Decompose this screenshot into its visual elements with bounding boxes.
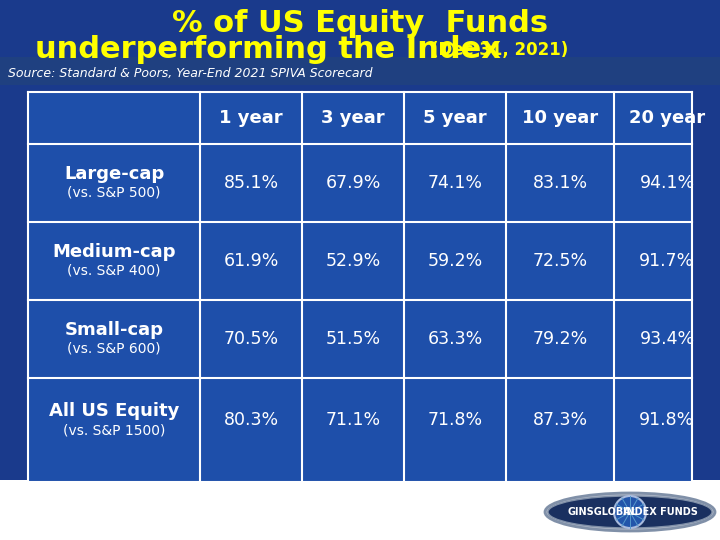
Text: 80.3%: 80.3% [223,411,279,429]
Text: 61.9%: 61.9% [223,252,279,270]
Text: All US Equity: All US Equity [49,402,179,420]
Bar [28,92,692,482]
Text: % of US Equity  Funds: % of US Equity Funds [172,10,548,38]
Text: Source: Standard & Poors, Year-End 2021 SPIVA Scorecard: Source: Standard & Poors, Year-End 2021 … [8,68,372,80]
Bar [0,57,720,85]
Text: Medium-cap: Medium-cap [53,243,176,261]
Text: underperforming the Index: underperforming the Index [35,36,501,64]
Text: Large-cap: Large-cap [64,165,164,183]
Text: GINSGLOBAL: GINSGLOBAL [567,507,637,517]
Bar [0,55,720,85]
Text: 59.2%: 59.2% [428,252,482,270]
Text: 93.4%: 93.4% [639,330,695,348]
Text: 91.8%: 91.8% [639,411,695,429]
Text: (Dec 31, 2021): (Dec 31, 2021) [431,41,569,59]
Text: 74.1%: 74.1% [428,174,482,192]
Text: 51.5%: 51.5% [325,330,381,348]
Text: 85.1%: 85.1% [223,174,279,192]
Circle shape [614,496,646,528]
Text: (vs. S&P 600): (vs. S&P 600) [67,342,161,356]
Text: Small-cap: Small-cap [65,321,163,339]
Text: 3 year: 3 year [321,109,384,127]
Text: INDEX FUNDS: INDEX FUNDS [623,507,698,517]
Text: (vs. S&P 500): (vs. S&P 500) [67,186,161,200]
Text: 91.7%: 91.7% [639,252,695,270]
Text: 83.1%: 83.1% [532,174,588,192]
Ellipse shape [545,493,715,531]
Ellipse shape [548,496,712,528]
Text: (vs. S&P 400): (vs. S&P 400) [67,264,161,278]
Text: 87.3%: 87.3% [532,411,588,429]
Text: 94.1%: 94.1% [639,174,695,192]
Text: 20 year: 20 year [629,109,705,127]
Text: 71.1%: 71.1% [325,411,381,429]
Text: 71.8%: 71.8% [428,411,482,429]
Text: 10 year: 10 year [522,109,598,127]
Text: 67.9%: 67.9% [325,174,381,192]
Text: 5 year: 5 year [423,109,487,127]
Text: 70.5%: 70.5% [223,330,279,348]
Text: 52.9%: 52.9% [325,252,381,270]
Text: 72.5%: 72.5% [532,252,588,270]
Text: (vs. S&P 1500): (vs. S&P 1500) [63,423,165,437]
Text: 79.2%: 79.2% [532,330,588,348]
Text: 63.3%: 63.3% [428,330,482,348]
Text: 1 year: 1 year [219,109,283,127]
Bar [0,480,720,540]
